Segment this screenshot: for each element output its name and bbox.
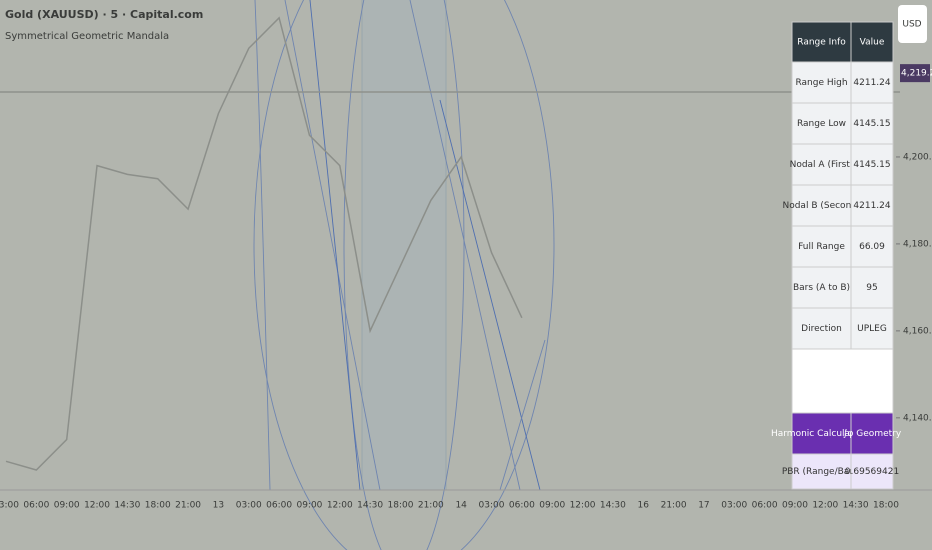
x-tick-label: 12:00 [812, 501, 838, 511]
ray [439, 99, 541, 491]
table-text: PBR (Range/Bars) [782, 467, 861, 477]
x-tick-label: 17 [698, 501, 709, 511]
x-tick-label: 12:00 [327, 501, 353, 511]
table-text: 66.09 [859, 242, 885, 252]
table-text: Full Range [798, 242, 845, 252]
table-cell [850, 266, 894, 309]
table-text: Harmonic Calculations [771, 429, 872, 439]
table-text: 4211.24 [853, 201, 890, 211]
table-cell [850, 225, 894, 268]
x-tick-label: 14:30 [114, 501, 140, 511]
table-cell [791, 225, 852, 268]
table-cell [791, 307, 852, 350]
x-tick-label: 06:00 [23, 501, 49, 511]
info-table: Range Info Value Range High 4211.24 Range Lo… [771, 21, 902, 490]
arc [254, 0, 271, 491]
table-text: Value [860, 38, 885, 48]
table-empty [791, 348, 894, 414]
currency[interactable]: USD [902, 20, 921, 30]
x-tick-label: 06:00 [752, 501, 778, 511]
x-tick-label: 21:00 [661, 501, 687, 511]
table-text: 4145.15 [853, 160, 890, 170]
table-text: Range Info [797, 38, 846, 48]
mandala [253, 0, 555, 550]
table-text: Bars (A to B) [793, 283, 850, 293]
y-tick-label: 4,180.00 [903, 239, 932, 249]
x-tick-label: 09:00 [296, 501, 322, 511]
table-cell [791, 453, 852, 490]
table-text: Range Low [797, 119, 846, 129]
table-text: UPLEG [857, 324, 887, 334]
x-tick-label: 12:00 [570, 501, 596, 511]
x-tick-label: 21:00 [418, 501, 444, 511]
table-cell [850, 307, 894, 350]
current-price-label: 4,219.28 [901, 69, 932, 79]
x-tick-label: 06:00 [266, 501, 292, 511]
subtitle: Symmetrical Geometric Mandala [5, 31, 169, 42]
table-text: 0.69569421 [845, 467, 899, 477]
title: Gold (XAUUSD) · 5 · Capital.com [5, 8, 203, 21]
y-tick-label: 4,140.00 [903, 413, 932, 423]
table-text: 4145.15 [853, 119, 890, 129]
x-tick-label: 13 [213, 501, 224, 511]
currency-button[interactable] [898, 5, 927, 43]
table-cell [850, 143, 894, 186]
x-tick-label: 03:00 [0, 501, 19, 511]
x-tick-label: 03:00 [721, 501, 747, 511]
table-cell [850, 184, 894, 227]
x-tick-label: 06:00 [509, 501, 535, 511]
x-tick-label: 03:00 [479, 501, 505, 511]
circle [253, 0, 555, 550]
y-tick-label: 4,160.00 [903, 326, 932, 336]
x-tick-label: 21:00 [175, 501, 201, 511]
x-tick-label: 09:00 [54, 501, 80, 511]
ray [309, 0, 361, 491]
table-text: Nodal A (First) [790, 160, 854, 170]
x-tick-label: 09:00 [539, 501, 565, 511]
table-text: Range High [795, 78, 847, 88]
table-cell [850, 453, 894, 490]
x-tick-label: 14:30 [843, 501, 869, 511]
price-series [5, 16, 523, 471]
x-tick-label: 16 [638, 501, 650, 511]
table-cell [791, 266, 852, 309]
x-tick-label: 14 [455, 501, 467, 511]
table-text: Direction [801, 324, 842, 334]
x-tick-label: 14:30 [600, 501, 626, 511]
ray [409, 0, 521, 491]
table-text: ∫φ Geometry [843, 429, 902, 439]
table-text: 95 [866, 283, 877, 293]
x-tick-label: 12:00 [84, 501, 110, 511]
x-tick-label: 14:30 [357, 501, 383, 511]
table-cell [850, 412, 894, 455]
x-tick-label: 18:00 [873, 501, 899, 511]
table-text: 4211.24 [853, 78, 890, 88]
y-tick-label: 4,200.00 [903, 152, 932, 162]
current-price-tag [900, 64, 930, 83]
x-tick-label: 09:00 [782, 501, 808, 511]
ray [284, 0, 381, 491]
table-cell [850, 61, 894, 104]
ray [499, 339, 546, 491]
circle [343, 0, 465, 550]
table-text: Nodal B (Second) [782, 201, 860, 211]
range-box [362, 0, 446, 490]
table-cell [791, 412, 852, 455]
x-tick-label: 18:00 [388, 501, 414, 511]
table-cell [850, 102, 894, 145]
x-tick-label: 03:00 [236, 501, 262, 511]
x-tick-label: 18:00 [145, 501, 171, 511]
